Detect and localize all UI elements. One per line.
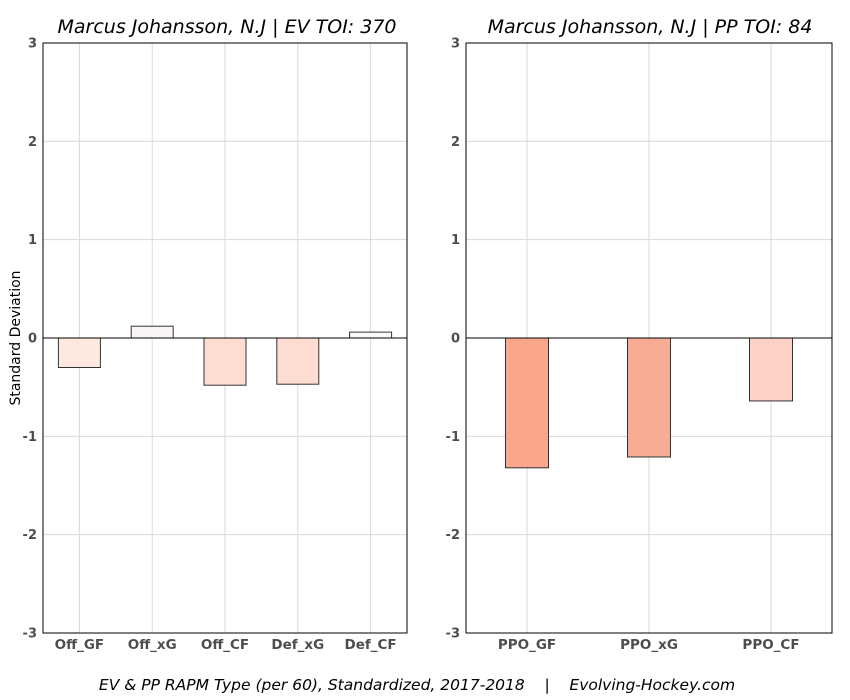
plot-frame [42, 42, 408, 634]
x-tick-label: PPO_xG [620, 637, 678, 653]
chart-panel-2: 3 2 1 0 -1 -2 -3 PPO_GF PPO_xG PPO_CF Marcus Johan… [446, 16, 833, 653]
y-tick-label: -2 [23, 528, 37, 543]
bar-off-xg [130, 325, 174, 339]
y-tick-label: 3 [451, 37, 460, 52]
x-tick-label: Def_CF [345, 637, 397, 653]
x-tick-label: PPO_GF [498, 637, 556, 653]
bar-ppo-cf [749, 337, 793, 402]
bar-ppo-gf [505, 337, 549, 469]
y-tick-label: 0 [451, 332, 460, 347]
bar-def-xg [276, 337, 320, 385]
y-tick-label: -2 [446, 528, 460, 543]
chart-title: Marcus Johansson, N.J | PP TOI: 84 [488, 16, 813, 38]
y-tick-label: 2 [451, 135, 460, 150]
y-tick-label: -3 [446, 627, 460, 642]
x-tick-label: Off_GF [55, 637, 104, 653]
bar-ppo-xg [627, 337, 671, 458]
x-tick-label: Def_xG [271, 637, 324, 653]
bar-off-gf [57, 337, 101, 368]
x-tick-label: Off_xG [128, 637, 177, 653]
bar-def-cf [349, 331, 393, 339]
y-tick-label: 0 [28, 332, 37, 347]
x-tick-label: Off_CF [201, 637, 249, 653]
y-tick-label: -1 [446, 430, 460, 445]
chart-panel-1: 3 2 1 0 -1 -2 -3 Off_GF Off_xG Off_CF Def_xG Def_CF… [23, 16, 408, 653]
y-tick-label: 1 [451, 233, 460, 248]
y-tick-label: 1 [28, 233, 37, 248]
bar-off-cf [203, 337, 247, 386]
x-tick-label: PPO_CF [742, 637, 799, 653]
chart-panels: 3 2 1 0 -1 -2 -3 Off_GF Off_xG Off_CF Def_xG Def_CF… [23, 16, 833, 653]
y-tick-label: 3 [28, 37, 37, 52]
y-tick-label: -1 [23, 430, 37, 445]
chart-title: Marcus Johansson, N.J | EV TOI: 370 [57, 16, 396, 38]
y-tick-label: 2 [28, 135, 37, 150]
y-axis-label: Standard Deviation [8, 270, 24, 405]
plot-frame [465, 42, 833, 634]
y-tick-label: -3 [23, 627, 37, 642]
chart-caption: EV & PP RAPM Type (per 60), Standardized… [99, 676, 735, 694]
